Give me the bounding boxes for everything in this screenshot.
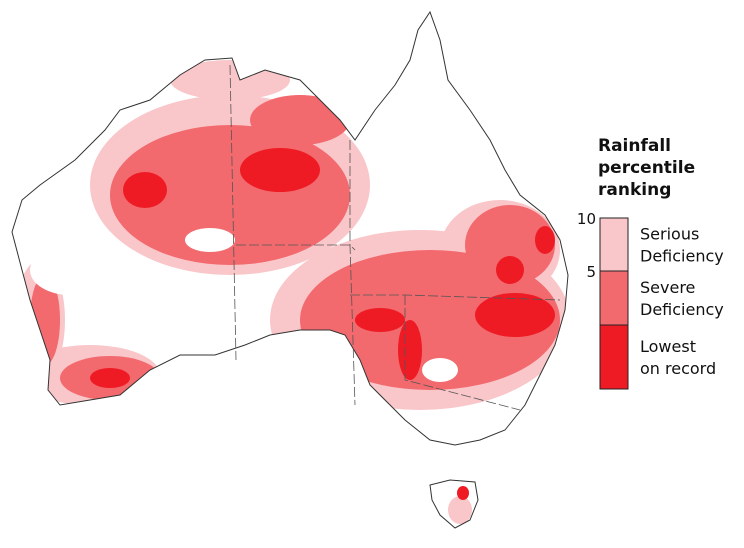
rainfall-areas: [15, 60, 568, 524]
dry-gaps: [30, 228, 458, 382]
legend-swatch: [599, 270, 629, 326]
legend-title: Rainfall: [598, 136, 671, 156]
legend-label: Deficiency: [640, 300, 724, 319]
legend-swatch: [599, 217, 629, 272]
legend-label: Serious: [640, 225, 699, 244]
australia-map: [11, 11, 569, 529]
legend-label: Deficiency: [640, 247, 724, 266]
legend-swatch: [599, 324, 629, 390]
legend-tick: 10: [577, 210, 596, 228]
legend-title: ranking: [598, 180, 671, 200]
legend-label: on record: [640, 359, 716, 378]
legend-title: percentile: [598, 158, 695, 178]
state-borders: [229, 64, 561, 411]
legend-label: Lowest: [640, 337, 696, 356]
lowest-areas: [90, 148, 555, 500]
legend-label: Severe: [640, 278, 695, 297]
legend-tick: 5: [586, 263, 596, 281]
